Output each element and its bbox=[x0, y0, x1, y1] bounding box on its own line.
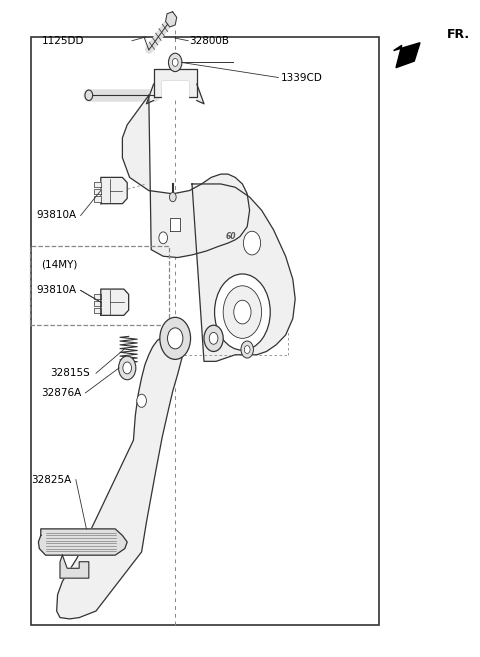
Circle shape bbox=[169, 193, 176, 202]
Text: 32800B: 32800B bbox=[190, 35, 229, 46]
Polygon shape bbox=[94, 196, 101, 202]
Circle shape bbox=[215, 274, 270, 350]
Circle shape bbox=[160, 317, 191, 359]
Circle shape bbox=[234, 300, 251, 324]
Polygon shape bbox=[60, 555, 89, 578]
Polygon shape bbox=[197, 84, 204, 104]
Circle shape bbox=[204, 325, 223, 351]
Text: FR.: FR. bbox=[446, 28, 469, 41]
Circle shape bbox=[244, 346, 250, 353]
Polygon shape bbox=[94, 294, 101, 299]
Text: (14MY): (14MY) bbox=[41, 259, 77, 269]
Polygon shape bbox=[166, 12, 177, 27]
Text: 32876A: 32876A bbox=[41, 388, 81, 398]
Polygon shape bbox=[38, 529, 127, 555]
Polygon shape bbox=[101, 289, 129, 315]
Circle shape bbox=[119, 356, 136, 380]
Circle shape bbox=[223, 286, 262, 338]
Circle shape bbox=[172, 58, 178, 66]
Polygon shape bbox=[94, 182, 101, 187]
Polygon shape bbox=[57, 334, 186, 619]
Polygon shape bbox=[394, 43, 420, 68]
Circle shape bbox=[123, 362, 132, 374]
Polygon shape bbox=[94, 308, 101, 313]
Bar bbox=[31, 37, 379, 625]
Circle shape bbox=[85, 90, 93, 101]
Circle shape bbox=[241, 341, 253, 358]
Polygon shape bbox=[162, 81, 188, 97]
Text: 93810A: 93810A bbox=[36, 285, 76, 296]
Text: 32815S: 32815S bbox=[50, 368, 90, 378]
Polygon shape bbox=[101, 177, 127, 204]
Polygon shape bbox=[154, 69, 197, 97]
Polygon shape bbox=[146, 84, 154, 104]
Bar bbox=[30, 246, 169, 325]
Polygon shape bbox=[94, 301, 101, 306]
Polygon shape bbox=[94, 189, 101, 194]
Circle shape bbox=[168, 53, 182, 72]
Text: 32825A: 32825A bbox=[31, 474, 72, 485]
Circle shape bbox=[209, 332, 218, 344]
Text: 1339CD: 1339CD bbox=[281, 72, 323, 83]
Circle shape bbox=[168, 328, 183, 349]
Polygon shape bbox=[170, 218, 180, 231]
Circle shape bbox=[243, 231, 261, 255]
Circle shape bbox=[137, 394, 146, 407]
Text: 60: 60 bbox=[226, 232, 237, 241]
Circle shape bbox=[159, 232, 168, 244]
Text: 93810A: 93810A bbox=[36, 210, 76, 221]
Polygon shape bbox=[192, 184, 295, 361]
Text: 1125DD: 1125DD bbox=[41, 35, 84, 46]
Polygon shape bbox=[122, 95, 250, 258]
